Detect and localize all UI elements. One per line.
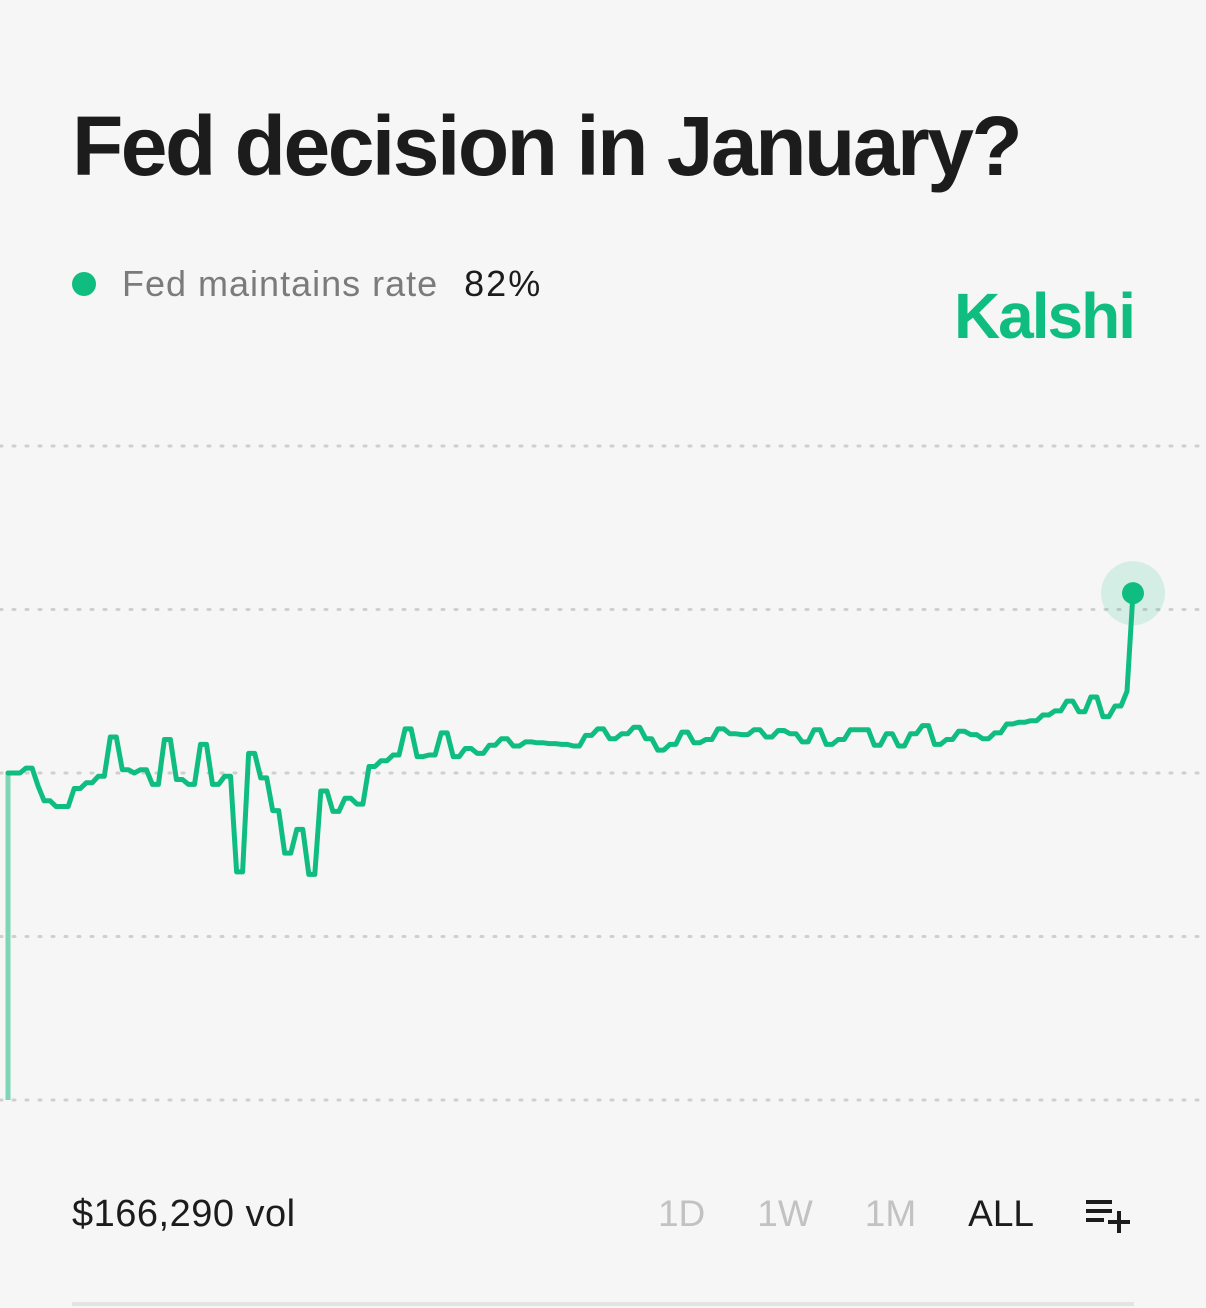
chart-legend: Fed maintains rate 82% [72, 258, 542, 310]
list-add-icon[interactable] [1084, 1194, 1134, 1234]
range-1d-button[interactable]: 1D [657, 1193, 706, 1234]
range-1m-button[interactable]: 1M [864, 1193, 917, 1234]
bottom-divider [72, 1302, 1134, 1306]
legend-value: 82% [464, 263, 543, 304]
chart-footer: $166,290 vol 1D 1W 1M ALL [72, 1186, 1134, 1242]
time-range-selector: 1D 1W 1M ALL [606, 1193, 1134, 1235]
price-chart[interactable] [0, 420, 1206, 1120]
last-point-marker[interactable] [1122, 582, 1144, 605]
series-line-fed-maintains-rate [5, 590, 1136, 877]
brand-logo: Kalshi [953, 280, 1136, 352]
legend-dot-icon [72, 272, 96, 296]
legend-label: Fed maintains rate [122, 263, 439, 304]
range-1w-button[interactable]: 1W [757, 1193, 813, 1234]
volume-label: $166,290 vol [72, 1192, 296, 1235]
range-all-button[interactable]: ALL [968, 1193, 1034, 1234]
page-title: Fed decision in January? [72, 99, 1023, 193]
